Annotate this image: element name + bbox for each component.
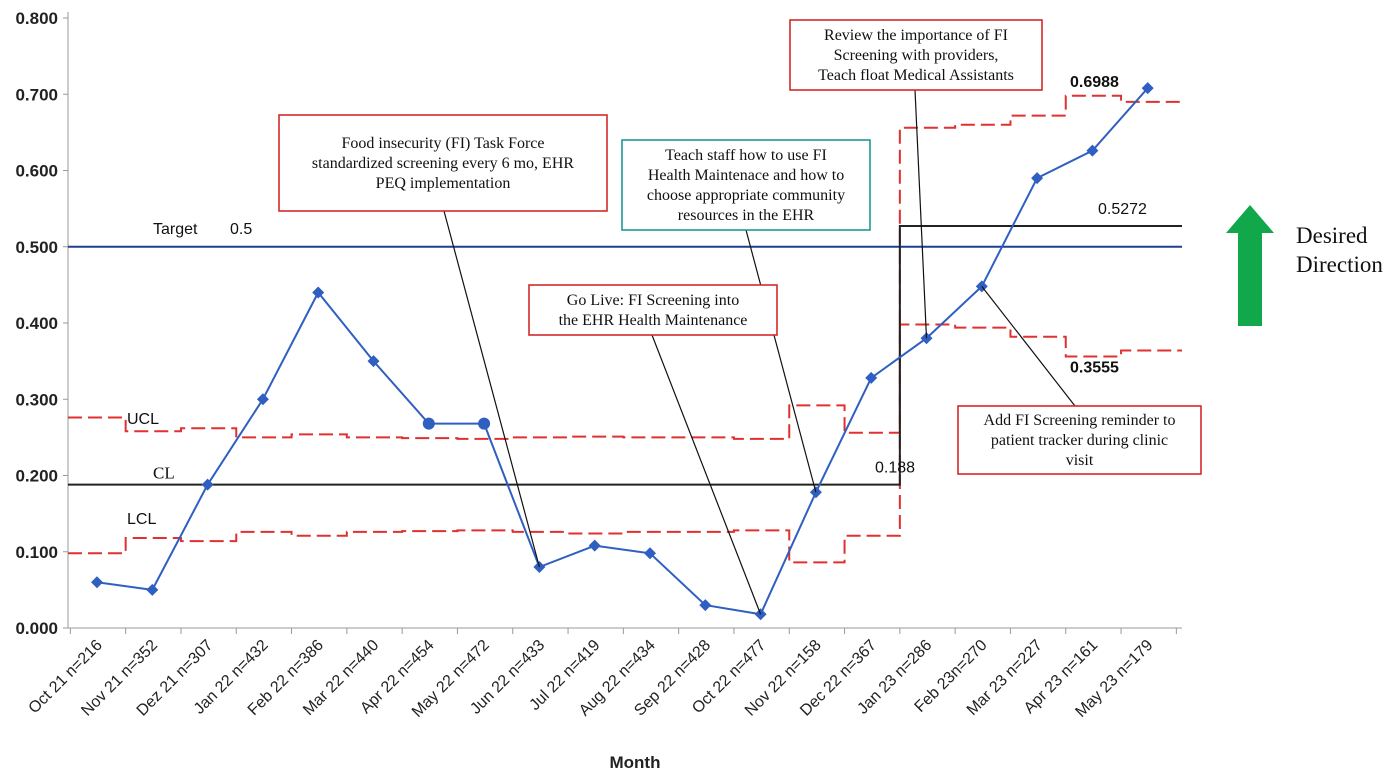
annotation-box [278,114,608,212]
y-tick-label: 0.500 [15,238,58,257]
annotation-text: patient tracker during clinic [991,432,1168,449]
annotation-text: Review the importance of FI [824,27,1008,44]
control-limits [68,94,1182,564]
annotation-text: visit [1066,452,1094,469]
y-tick-label: 0.600 [15,162,58,181]
annotation-leader-line [914,89,928,339]
annotation-text: the EHR Health Maintenance [559,312,748,329]
annotation-text: Teach staff how to use FI [665,147,827,164]
annotation-box [957,405,1202,475]
ucl-line [68,94,1182,440]
cl-line [68,225,1182,486]
data-point [312,286,325,299]
ucl-label: UCL [127,411,159,428]
lcl-last-label: 0.3555 [1070,360,1119,377]
y-tick-label: 0.200 [15,467,58,486]
annotation-leader-line [981,286,1076,407]
annotation-text: Teach float Medical Assistants [818,67,1014,84]
target-value-label: 0.5 [230,221,252,238]
data-point [367,355,380,368]
desired-direction: Desired Direction [1226,205,1383,326]
annotation-text: resources in the EHR [678,207,815,224]
y-tick-label: 0.400 [15,314,58,333]
annotation-leader-line [443,210,540,568]
data-point [422,417,435,430]
annotation-leader-line [745,229,817,493]
data-point [201,478,214,491]
annotation-text: choose appropriate community [647,187,845,204]
annotation-text: Food insecurity (FI) Task Force [342,135,545,152]
x-axis-title: Month [610,753,661,770]
data-point [1031,172,1044,185]
annotation-box [528,284,778,336]
annotation-box [621,139,871,231]
annotation-text: Screening with providers, [834,47,999,64]
annotation-text: PEQ implementation [376,175,511,192]
data-point [146,583,159,596]
data-point [256,393,269,406]
direction-label-2: Direction [1296,252,1383,277]
data-point [1086,144,1099,157]
direction-label-1: Desired [1296,223,1368,248]
y-tick-label: 0.700 [15,85,58,104]
data-point [478,417,491,430]
cl-label: CL [153,464,175,483]
data-point [865,371,878,384]
annotation-text: standardized screening every 6 mo, EHR [312,155,574,172]
up-arrow-icon [1226,205,1274,326]
annotation-text: Add FI Screening reminder to [984,412,1176,429]
y-tick-label: 0.300 [15,390,58,409]
cl-value-1-label: 0.188 [875,460,915,477]
ucl-last-label: 0.6988 [1070,74,1119,91]
y-tick-label: 0.000 [15,619,58,638]
y-tick-label: 0.800 [15,9,58,28]
chart-labels: Target 0.5 UCL CL LCL 0.188 0.5272 0.6988 0.3555 [127,74,1147,528]
cl-value-2-label: 0.5272 [1098,201,1147,218]
data-point [588,539,601,552]
data-point [1141,82,1154,95]
data-point [644,547,656,560]
data-point [91,576,103,589]
annotation-box [789,19,1043,91]
annotation-text: Go Live: FI Screening into [567,292,739,309]
annotation-text: Health Maintenace and how to [648,167,844,184]
series-line [96,87,1149,616]
annotations: Food insecurity (FI) Task Force standardi… [278,19,1202,615]
target-label: Target [153,221,198,238]
annotation-leader-line [651,334,762,615]
data-point [699,599,712,612]
lcl-label: LCL [127,511,156,528]
y-tick-label: 0.100 [15,543,58,562]
